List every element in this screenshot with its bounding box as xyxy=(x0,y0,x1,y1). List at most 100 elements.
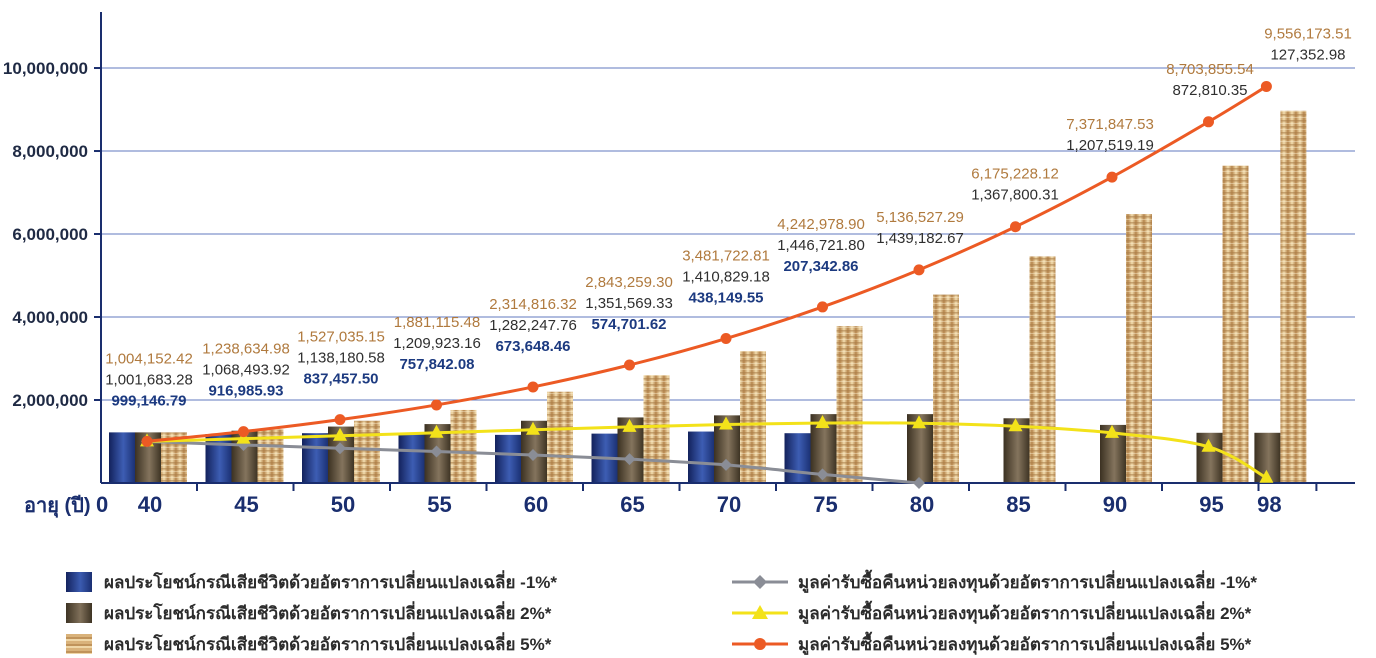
data-label: 1,410,829.18 xyxy=(682,269,770,286)
legend-label: ผลประโยชน์กรณีเสียชีวิตด้วยอัตราการเปลี่… xyxy=(104,603,552,623)
data-point xyxy=(816,468,829,481)
data-point xyxy=(913,264,925,276)
x-tick-label: 55 xyxy=(427,492,451,517)
data-point xyxy=(527,381,539,393)
data-label: 9,556,173.51 xyxy=(1264,25,1352,42)
data-label: 3,481,722.81 xyxy=(682,248,770,265)
bar xyxy=(1222,165,1249,483)
legend-label: ผลประโยชน์กรณีเสียชีวิตด้วยอัตราการเปลี่… xyxy=(104,572,557,592)
bar xyxy=(784,433,811,483)
data-point xyxy=(429,424,444,438)
data-label: 8,703,855.54 xyxy=(1166,61,1254,78)
x-tick-label: 80 xyxy=(910,492,934,517)
x-tick-label: 45 xyxy=(234,492,258,517)
data-point xyxy=(238,426,249,438)
data-label: 1,068,493.92 xyxy=(202,362,290,379)
data-point xyxy=(334,414,346,426)
data-point xyxy=(624,359,635,371)
data-point xyxy=(333,427,347,441)
triangle-marker-icon xyxy=(732,605,788,619)
bar xyxy=(1196,432,1223,483)
data-label: 5,136,527.29 xyxy=(876,209,964,226)
x-tick-label: 85 xyxy=(1006,492,1030,517)
bar xyxy=(109,432,135,483)
bar xyxy=(1280,110,1307,483)
data-label: 1,527,035.15 xyxy=(297,329,385,346)
data-label: 1,282,247.76 xyxy=(489,317,577,334)
data-point xyxy=(719,416,733,430)
x-tick-label: 75 xyxy=(813,492,837,517)
data-label: 1,138,180.58 xyxy=(297,350,385,367)
bar xyxy=(450,409,477,483)
data-point xyxy=(430,445,443,458)
data-point xyxy=(720,458,732,471)
legend-item-bar-5: ผลประโยชน์กรณีเสียชีวิตด้วยอัตราการเปลี่… xyxy=(66,632,551,656)
data-label: 2,843,259.30 xyxy=(585,274,673,291)
legend-item-line-2: มูลค่ารับซื้อคืนหน่วยลงทุนด้วยอัตราการเป… xyxy=(732,601,1251,625)
legend-item-line-5: มูลค่ารับซื้อคืนหน่วยลงทุนด้วยอัตราการเป… xyxy=(732,632,1251,656)
data-point xyxy=(1203,116,1214,128)
bar xyxy=(398,433,425,483)
x-tick-label: 65 xyxy=(620,492,644,517)
y-tick-label: 6,000,000 xyxy=(12,225,88,244)
data-point xyxy=(1106,171,1118,183)
tick-labels: 2,000,000 4,000,000 6,000,000 8,000,000 10,0… xyxy=(3,59,1318,517)
bar xyxy=(688,431,714,483)
legend: ผลประโยชน์กรณีเสียชีวิตด้วยอัตราการเปลี่… xyxy=(0,560,1376,657)
bar xyxy=(740,351,766,483)
data-point xyxy=(1010,221,1021,233)
data-point xyxy=(1259,469,1274,483)
data-point xyxy=(623,453,636,466)
legend-label: มูลค่ารับซื้อคืนหน่วยลงทุนด้วยอัตราการเป… xyxy=(798,634,1252,654)
data-label: 872,810.35 xyxy=(1172,82,1247,99)
data-label: 1,351,569.33 xyxy=(585,295,673,312)
data-label: 127,352.98 xyxy=(1270,46,1345,63)
data-point xyxy=(431,399,442,411)
chart-svg: 2,000,000 4,000,000 6,000,000 8,000,000 10,0… xyxy=(3,12,1355,518)
bar xyxy=(1126,214,1152,483)
x-tick-label: 70 xyxy=(717,492,741,517)
legend-swatch-blue xyxy=(66,572,92,592)
data-label: 438,149.55 xyxy=(688,290,763,307)
data-label: 7,371,847.53 xyxy=(1066,116,1154,133)
legend-item-line-m1: มูลค่ารับซื้อคืนหน่วยลงทุนด้วยอัตราการเป… xyxy=(732,570,1257,594)
data-point xyxy=(1008,418,1023,432)
data-label: 1,367,800.31 xyxy=(971,187,1059,204)
data-label: 574,701.62 xyxy=(591,316,666,333)
data-label: 1,238,634.98 xyxy=(202,341,290,358)
bar xyxy=(354,420,380,483)
data-label: 1,209,923.16 xyxy=(393,335,481,352)
bar xyxy=(302,433,328,483)
x-axis-title: อายุ (ปี) xyxy=(24,494,91,518)
data-label: 1,001,683.28 xyxy=(105,371,193,388)
x-tick-label: 95 xyxy=(1199,492,1223,517)
circle-marker-icon xyxy=(732,638,788,650)
data-label: 1,004,152.42 xyxy=(105,350,193,367)
x-origin-label: 0 xyxy=(96,492,108,517)
data-point xyxy=(1201,438,1216,452)
data-label: 999,146.79 xyxy=(111,392,186,409)
data-point xyxy=(1260,80,1272,92)
x-tick-label: 90 xyxy=(1103,492,1127,517)
y-tick-label: 8,000,000 xyxy=(12,142,88,161)
axes xyxy=(100,12,1355,484)
legend-label: มูลค่ารับซื้อคืนหน่วยลงทุนด้วยอัตราการเป… xyxy=(798,603,1252,623)
data-point xyxy=(141,435,153,447)
data-label: 837,457.50 xyxy=(303,371,378,388)
bar xyxy=(643,375,670,483)
bar xyxy=(933,294,959,483)
legend-item-bar-m1: ผลประโยชน์กรณีเสียชีวิตด้วยอัตราการเปลี่… xyxy=(66,570,557,594)
data-label: 1,207,519.19 xyxy=(1066,137,1154,154)
data-point xyxy=(817,301,828,313)
data-label: 207,342.86 xyxy=(783,258,858,275)
legend-item-bar-2: ผลประโยชน์กรณีเสียชีวิตด้วยอัตราการเปลี่… xyxy=(66,601,551,625)
data-label: 1,439,182.67 xyxy=(876,230,964,247)
data-point xyxy=(334,442,346,455)
data-point xyxy=(815,414,830,428)
bar xyxy=(836,326,863,483)
legend-label: มูลค่ารับซื้อคืนหน่วยลงทุนด้วยอัตราการเป… xyxy=(798,572,1257,592)
data-label: 1,446,721.80 xyxy=(777,237,865,254)
series-lines xyxy=(140,80,1274,489)
bar xyxy=(495,434,521,483)
